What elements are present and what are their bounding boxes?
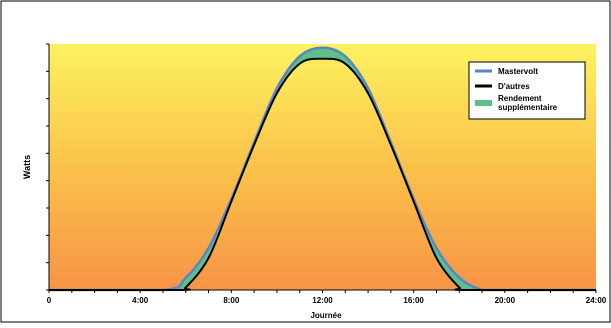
x-tick-label: 12:00 bbox=[312, 296, 333, 305]
x-tick-label: 24:00 bbox=[586, 296, 607, 305]
x-axis-label: Journée bbox=[310, 311, 342, 320]
x-tick-label: 8:00 bbox=[223, 296, 240, 305]
x-tick-label: 16:00 bbox=[403, 296, 424, 305]
y-ticks bbox=[46, 43, 49, 291]
legend-swatch-rendement bbox=[475, 100, 492, 106]
legend-label-dautres: D'autres bbox=[498, 82, 530, 91]
x-tick-label: 4:00 bbox=[132, 296, 149, 305]
series-line-mastervolt bbox=[49, 46, 596, 292]
y-axis-label: Watts bbox=[22, 155, 32, 179]
legend: Mastervolt D'autres Rendement supplément… bbox=[468, 61, 586, 120]
x-tick-label: 0 bbox=[47, 296, 52, 305]
legend-label-mastervolt: Mastervolt bbox=[498, 67, 538, 76]
x-ticks: 0 4:00 8:00 12:00 16:00 20:00 24:00 bbox=[47, 290, 607, 305]
legend-label-rendement-line1: Rendement bbox=[498, 94, 542, 103]
legend-label-rendement-line2: supplémentaire bbox=[498, 103, 558, 112]
x-tick-label: 20:00 bbox=[495, 296, 516, 305]
series-line-dautres bbox=[49, 57, 596, 292]
